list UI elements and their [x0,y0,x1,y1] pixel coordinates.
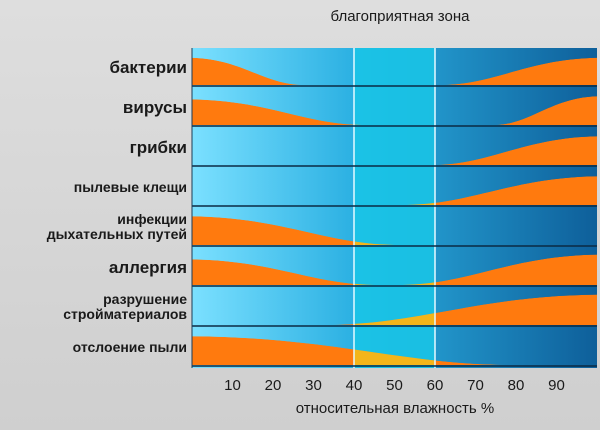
row-label-line: дыхательных путей [46,226,187,242]
favorable-zone [354,48,435,368]
row-label-building-materials: разрушение стройматериалов [63,292,187,322]
x-tick-label: 90 [548,377,565,394]
row-label-dust-peeling: отслоение пыли [72,338,187,355]
row-label-line: разрушение [103,291,187,307]
x-tick-label: 50 [386,377,403,394]
row-label-bacteria: бактерии [109,57,187,77]
row-label-line: пылевые клещи [73,178,187,195]
x-tick-label: 10 [224,377,241,394]
row-label-dust-mites: пылевые клещи [73,178,187,195]
row-label-respiratory-infections: инфекции дыхательных путей [47,212,187,242]
row-label-fungi: грибки [129,137,187,157]
row-label-line: бактерии [109,57,187,77]
risk-band [192,57,302,85]
x-tick-label: 80 [508,377,525,394]
row-label-viruses: вирусы [122,97,187,117]
row-label-line: вирусы [122,97,187,117]
row-label-line: отслоение пыли [72,338,187,355]
row-label-allergy: аллергия [108,257,187,277]
x-tick-label: 20 [265,377,282,394]
row-label-line: инфекции [117,211,187,227]
row-label-line: стройматериалов [63,306,187,322]
row-label-line: грибки [129,137,187,157]
risk-band [495,96,597,125]
x-axis-title: относительная влажность % [295,400,495,417]
x-tick-label: 30 [305,377,322,394]
risk-band [443,57,597,85]
x-tick-label: 60 [427,377,444,394]
x-tick-label: 70 [467,377,484,394]
x-tick-label: 40 [346,377,363,394]
risk-band [435,136,597,165]
favorable-zone-title: благоприятная зона [330,8,470,25]
row-label-line: аллергия [108,257,187,277]
